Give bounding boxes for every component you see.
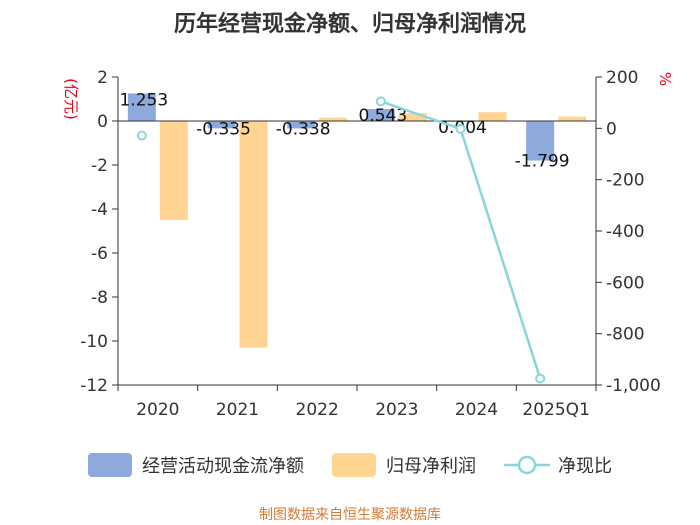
right-tick-label: -200 xyxy=(606,171,645,191)
profit-bar xyxy=(239,121,268,348)
chart-title: 历年经营现金净额、归母净利润情况 xyxy=(173,12,526,37)
cash-bar xyxy=(366,109,395,121)
cash-bar xyxy=(526,121,555,161)
ratio-point xyxy=(136,130,147,141)
cash-bar xyxy=(287,121,316,129)
left-axis-unit: (亿元) xyxy=(62,78,80,120)
right-tick-label: -600 xyxy=(606,273,645,293)
cash-data-label: 0.543 xyxy=(358,106,407,126)
right-tick-label: -400 xyxy=(606,222,645,242)
right-tick-label: -800 xyxy=(606,325,645,345)
x-tick-label: 2020 xyxy=(136,400,179,420)
legend-label-ratio: 净现比 xyxy=(558,456,612,477)
profit-bar xyxy=(478,112,507,121)
cash-data-label: -1.799 xyxy=(515,152,570,172)
left-tick-label: -10 xyxy=(80,332,108,352)
legend-swatch-profit xyxy=(332,453,376,477)
right-tick-label: 0 xyxy=(606,119,617,139)
profit-bar xyxy=(319,117,348,121)
right-tick-label: -1,000 xyxy=(606,376,661,396)
profit-bar xyxy=(159,121,188,220)
legend-label-profit: 归母净利润 xyxy=(386,456,476,477)
legend-item-ratio[interactable]: 净现比 xyxy=(504,452,612,478)
cash-bar xyxy=(207,121,236,129)
legend-item-profit[interactable]: 归母净利润 xyxy=(332,452,476,478)
left-tick-label: -6 xyxy=(91,244,108,264)
x-tick-label: 2025Q1 xyxy=(522,400,589,420)
cash-bar xyxy=(127,93,156,121)
x-tick-label: 2022 xyxy=(296,400,339,420)
ratio-point xyxy=(455,123,466,134)
cash-data-label: -0.338 xyxy=(276,119,331,139)
legend-swatch-cash xyxy=(88,453,132,477)
x-tick-label: 2024 xyxy=(455,400,498,420)
left-tick-label: 2 xyxy=(97,68,108,88)
legend-line-icon-ratio xyxy=(504,455,550,475)
ratio-point xyxy=(375,96,386,107)
profit-bar xyxy=(398,113,427,121)
left-tick-label: -2 xyxy=(91,156,108,176)
ratio-point xyxy=(535,373,546,384)
left-tick-label: -12 xyxy=(80,376,108,396)
x-tick-label: 2023 xyxy=(375,400,418,420)
cash-data-label: 1.253 xyxy=(119,90,168,110)
legend-label-cash: 经营活动现金流净额 xyxy=(142,456,304,477)
right-tick-label: 200 xyxy=(606,68,638,88)
left-tick-label: -4 xyxy=(91,200,108,220)
profit-bar xyxy=(558,116,587,121)
left-tick-label: 0 xyxy=(97,112,108,132)
source-note: 制图数据来自恒生聚源数据库 xyxy=(259,507,441,523)
legend-item-cash[interactable]: 经营活动现金流净额 xyxy=(88,452,304,478)
ratio-line xyxy=(380,100,542,379)
legend: 经营活动现金流净额 归母净利润 净现比 xyxy=(0,452,700,478)
left-tick-label: -8 xyxy=(91,288,108,308)
x-tick-label: 2021 xyxy=(216,400,259,420)
cash-data-label: -0.335 xyxy=(196,119,251,139)
chart-svg: 2 0 -2 -4 -6 -8 -10 -12 200 0 -200 -400 -600 -800 -1,0… xyxy=(62,68,674,420)
right-axis-unit: % xyxy=(656,72,674,86)
